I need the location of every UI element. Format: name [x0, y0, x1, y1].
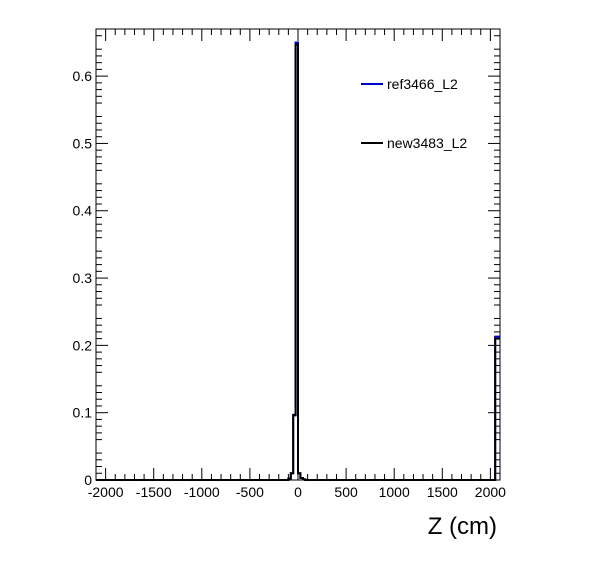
- legend-label-ref: ref3466_L2: [387, 76, 458, 92]
- x-tick-label: -500: [236, 484, 264, 500]
- legend-label-new: new3483_L2: [387, 135, 467, 151]
- y-tick-label: 0.5: [73, 135, 93, 151]
- histogram-series-1: [96, 43, 500, 481]
- y-tick-labels: 0 0.1 0.2 0.3 0.4 0.5 0.6: [73, 68, 93, 488]
- y-tick-label: 0.4: [73, 203, 93, 219]
- y-tick-label: 0.1: [73, 405, 93, 421]
- y-tick-label: 0.6: [73, 68, 93, 84]
- x-tick-label: -1500: [136, 484, 172, 500]
- y-tick-label: 0: [84, 472, 92, 488]
- x-tick-label: 500: [334, 484, 358, 500]
- y-tick-label: 0.3: [73, 270, 93, 286]
- x-axis-title: Z (cm): [428, 513, 497, 540]
- x-tick-label: 0: [294, 484, 302, 500]
- x-tick-label: -2000: [88, 484, 124, 500]
- x-tick-label: 1000: [379, 484, 410, 500]
- x-tick-labels: -2000 -1500 -1000 -500 0 500 1000 1500 2000: [88, 484, 506, 500]
- x-tick-label: 2000: [475, 484, 506, 500]
- series-layer: [96, 41, 500, 481]
- y-tick-label: 0.2: [73, 337, 93, 353]
- legend: ref3466_L2 new3483_L2: [361, 76, 467, 151]
- x-tick-label: -1000: [184, 484, 220, 500]
- x-tick-label: 1500: [427, 484, 458, 500]
